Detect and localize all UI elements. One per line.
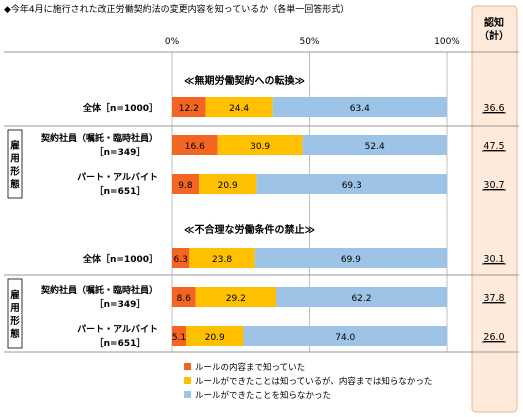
bar-segment [172,97,206,117]
bar-value-label: 23.8 [212,255,232,265]
side-group-label-char: 雇 [10,140,20,152]
side-group-box [7,278,23,349]
row-sample-size: ［n=651］ [95,185,146,197]
legend-swatch [184,391,191,398]
chart-title: ◆今年4月に施行された改正労働契約法の変更内容を知っているか（各単一回答形式） [4,3,349,15]
bar-segment [302,135,447,155]
row-label: 契約社員（嘱託・臨時社員） [40,132,158,144]
row-label: パート・アルバイト [77,171,158,183]
x-tick-label: 50% [299,37,319,47]
row-sample-size: ［n=651］ [95,337,146,349]
bar-segment [172,287,196,307]
side-group-label-char: 態 [10,179,20,191]
bar-value-label: 29.2 [226,294,246,304]
side-group-label-char: 形 [10,315,20,327]
total-column-background [471,5,518,413]
bar-value-label: 8.6 [177,294,192,304]
row-label: パート・アルバイト [77,323,158,335]
awareness-total: 26.0 [483,332,504,343]
bar-segment [256,174,447,194]
bar-value-label: 69.3 [342,181,362,191]
bar-value-label: 63.4 [350,104,370,114]
bar-segment [254,248,447,268]
bar-value-label: 5.1 [172,333,186,343]
bar-value-label: 62.2 [351,294,371,304]
bar-value-label: 12.2 [179,104,199,114]
bar-segment [172,248,190,268]
bar-segment [172,135,218,155]
bar-segment [189,248,255,268]
side-group-label-char: 雇 [10,289,20,301]
bar-value-label: 30.9 [250,142,270,152]
x-tick-label: 100% [434,37,460,47]
x-tick-label: 0% [165,37,180,47]
side-group-label-char: 用 [9,303,20,314]
side-group-box [7,129,23,199]
section-title: ≪無期労働契約への転換≫ [184,74,305,87]
awareness-total: 30.1 [483,254,504,265]
bar-segment [205,97,273,117]
bar-segment [172,326,187,346]
row-label: 全体［n=1000］ [82,102,158,114]
bar-value-label: 9.8 [178,181,193,191]
awareness-total: 47.5 [483,141,504,152]
legend-label: ルールができたことを知らなかった [195,390,331,401]
side-group-label-char: 形 [10,166,20,178]
bar-value-label: 20.9 [218,181,238,191]
legend-label: ルールの内容まで知っていた [195,362,305,373]
awareness-total: 30.7 [483,180,504,191]
bar-segment [275,287,447,307]
bar-value-label: 74.0 [335,333,355,343]
bar-value-label: 20.9 [205,333,225,343]
legend-label: ルールができたことは知っているが、内容までは知らなかった [195,376,432,387]
bar-value-label: 24.4 [229,104,249,114]
row-sample-size: ［n=349］ [95,298,146,310]
legend-swatch [184,363,191,370]
bar-segment [198,174,257,194]
bar-segment [217,135,303,155]
row-label: 契約社員（嘱託・臨時社員） [40,284,158,296]
side-group-label-char: 用 [9,154,20,165]
total-column-header: 認知（計） [479,16,509,42]
bar-value-label: 6.3 [173,255,187,265]
bar-value-label: 16.6 [185,142,205,152]
row-sample-size: ［n=349］ [95,146,146,158]
bar-segment [243,326,447,346]
legend-swatch [184,377,191,384]
bar-value-label: 69.9 [341,255,361,265]
awareness-total: 37.8 [483,293,504,304]
side-group-label-char: 態 [10,328,20,340]
bar-segment [272,97,447,117]
bar-segment [172,174,199,194]
bar-segment [195,287,276,307]
row-label: 全体［n=1000］ [82,253,158,265]
awareness-total: 36.6 [483,103,504,114]
bar-value-label: 52.4 [365,142,385,152]
section-title: ≪不合理な労働条件の禁止≫ [184,223,315,236]
bar-segment [186,326,244,346]
